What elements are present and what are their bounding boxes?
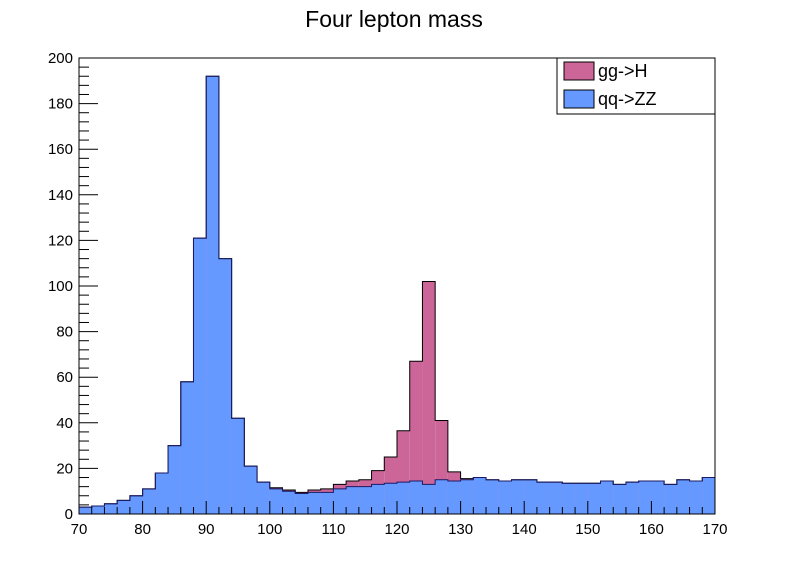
bar-qq-zz	[498, 480, 512, 514]
bar-qq-zz	[562, 483, 576, 514]
bar-qq-zz	[142, 488, 156, 514]
x-tick-label: 130	[448, 521, 473, 538]
bar-qq-zz	[447, 480, 461, 514]
bar-qq-zz	[244, 466, 258, 514]
bar-qq-zz	[168, 445, 181, 514]
bar-qq-zz	[422, 484, 436, 514]
bar-qq-zz	[600, 480, 614, 514]
bar-qq-zz	[155, 472, 169, 514]
bar-qq-zz	[193, 238, 207, 514]
x-tick-label: 160	[639, 521, 664, 538]
bar-qq-zz	[664, 484, 677, 514]
bar-qq-zz	[587, 483, 601, 514]
bar-qq-zz	[129, 495, 143, 514]
outline-qq-zz	[78, 75, 716, 514]
bar-qq-zz	[295, 493, 308, 514]
bar-qq-zz	[702, 477, 715, 514]
y-tick-label: 40	[56, 415, 73, 432]
bar-gg-h	[409, 361, 423, 514]
y-tick-label: 0	[65, 506, 73, 523]
bar-qq-zz	[320, 492, 334, 514]
legend: gg->H qq->ZZ	[556, 57, 716, 115]
x-tick-label: 90	[198, 521, 215, 538]
bar-qq-zz	[536, 482, 550, 514]
bar-qq-zz	[358, 486, 372, 514]
legend-swatch	[563, 89, 595, 109]
bar-qq-zz	[486, 479, 499, 514]
y-tick-label: 60	[56, 369, 73, 386]
chart-title: Four lepton mass	[305, 6, 483, 32]
y-tick-label: 160	[48, 141, 73, 158]
bar-qq-zz	[206, 76, 219, 515]
bar-qq-zz	[346, 486, 359, 514]
bar-qq-zz	[117, 500, 130, 514]
bar-gg-h	[422, 281, 436, 514]
bar-qq-zz	[473, 477, 487, 514]
bar-qq-zz	[625, 482, 639, 514]
bar-qq-zz	[460, 479, 474, 514]
bar-qq-zz	[104, 503, 118, 514]
bar-qq-zz	[575, 483, 588, 514]
y-tick-label: 20	[56, 460, 73, 477]
bar-qq-zz	[333, 488, 347, 514]
bar-qq-zz	[676, 479, 690, 514]
bar-qq-zz	[524, 479, 537, 514]
bar-qq-zz	[180, 381, 194, 514]
bar-qq-zz	[651, 480, 665, 514]
bar-qq-zz	[511, 479, 525, 514]
x-tick-label: 120	[384, 521, 409, 538]
axes-layer: 70 80 90 100 110 120 130 140 150 160 170 0 20 40 60 80 1…	[48, 50, 728, 538]
legend-swatch	[563, 61, 595, 81]
bar-qq-zz	[269, 488, 283, 514]
bar-qq-zz	[397, 482, 410, 514]
bar-qq-zz	[409, 480, 423, 514]
y-tick-label: 140	[48, 187, 73, 204]
x-tick-label: 170	[702, 521, 727, 538]
bars-layer	[78, 75, 716, 515]
bar-qq-zz	[91, 506, 105, 514]
x-tick-label: 70	[71, 521, 88, 538]
bar-qq-zz	[218, 258, 232, 514]
bar-qq-zz	[384, 483, 397, 514]
bar-qq-zz	[435, 479, 448, 514]
bar-qq-zz	[638, 480, 652, 514]
x-tick-label: 80	[134, 521, 151, 538]
bar-qq-zz	[549, 482, 563, 514]
bar-qq-zz	[282, 491, 296, 514]
y-tick-label: 180	[48, 96, 73, 113]
bar-qq-zz	[231, 418, 245, 514]
x-tick-label: 110	[321, 521, 345, 538]
y-tick-label: 80	[56, 324, 73, 341]
x-tick-label: 150	[575, 521, 600, 538]
bar-qq-zz	[307, 492, 321, 514]
legend-label: qq->ZZ	[598, 89, 657, 109]
bar-qq-zz	[689, 480, 703, 514]
bar-qq-zz	[371, 484, 385, 514]
y-tick-label: 200	[48, 50, 73, 67]
bar-qq-zz	[613, 484, 626, 514]
x-tick-label: 100	[257, 521, 282, 538]
y-tick-label: 100	[48, 278, 73, 295]
x-tick-label: 140	[512, 521, 537, 538]
y-tick-label: 120	[48, 232, 73, 249]
bar-qq-zz	[79, 507, 92, 514]
bar-qq-zz	[257, 482, 270, 514]
legend-label: gg->H	[598, 61, 648, 81]
